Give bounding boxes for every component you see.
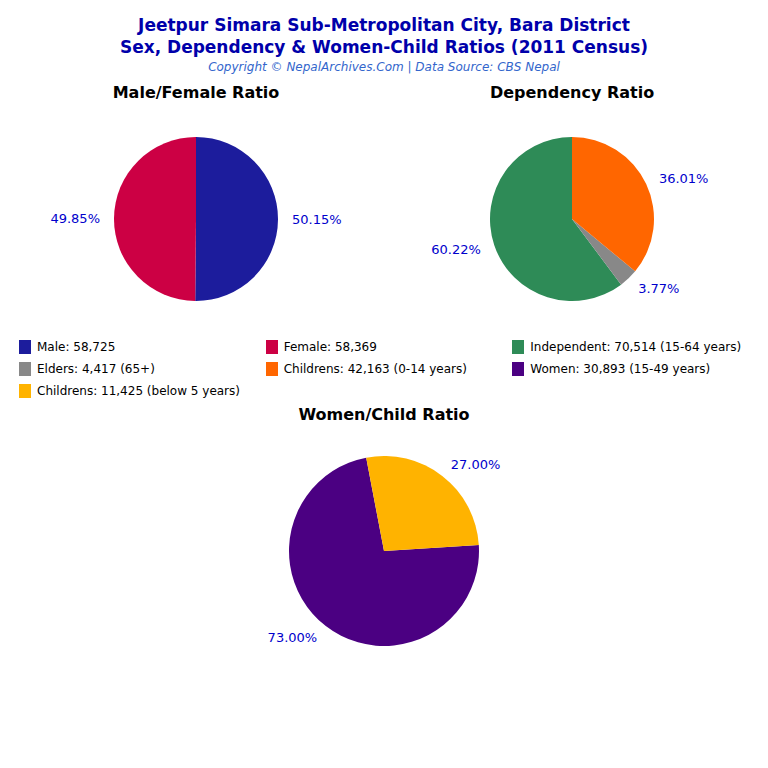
html-text:Women: 30,893 (15-49 years): Women: 30,893 (15-49 years) [530,362,711,376]
svg-text:60.22%: 60.22% [431,242,481,257]
html-text:Independent: 70,514 (15-64 yea: Independent: 70,514 (15-64 years) [530,340,742,354]
svg-text:36.01%: 36.01% [659,171,709,186]
svg-text:3.77%: 3.77% [638,281,679,296]
html-text:Dependency Ratio: Dependency Ratio [489,83,655,102]
html-text:Male: 58,725: Male: 58,725 [37,340,116,354]
svg-text:50.15%: 50.15% [292,212,342,227]
html-text:Childrens: 42,163 (0-14 years): Childrens: 42,163 (0-14 years) [283,362,467,376]
html-text:Copyright © NepalArchives.Com: Copyright © NepalArchives.Com | Data Sou… [208,60,560,74]
html-text:Childrens: 11,425 (below 5 yea: Childrens: 11,425 (below 5 years) [37,384,240,398]
svg-text:73.00%: 73.00% [268,630,318,645]
svg-text:49.85%: 49.85% [50,211,100,226]
html-text:Male/Female Ratio: Male/Female Ratio [112,83,280,102]
html-text:Jeetpur Simara Sub-Metropolita: Jeetpur Simara Sub-Metropolitan City, Ba… [138,15,630,35]
html-text:Elders: 4,417 (65+): Elders: 4,417 (65+) [37,362,155,376]
html-text:Sex, Dependency & Women-Child: Sex, Dependency & Women-Child Ratios (20… [119,37,649,57]
svg-text:27.00%: 27.00% [451,457,501,472]
html-text:Female: 58,369: Female: 58,369 [283,340,377,354]
html-text:Women/Child Ratio: Women/Child Ratio [298,405,470,424]
